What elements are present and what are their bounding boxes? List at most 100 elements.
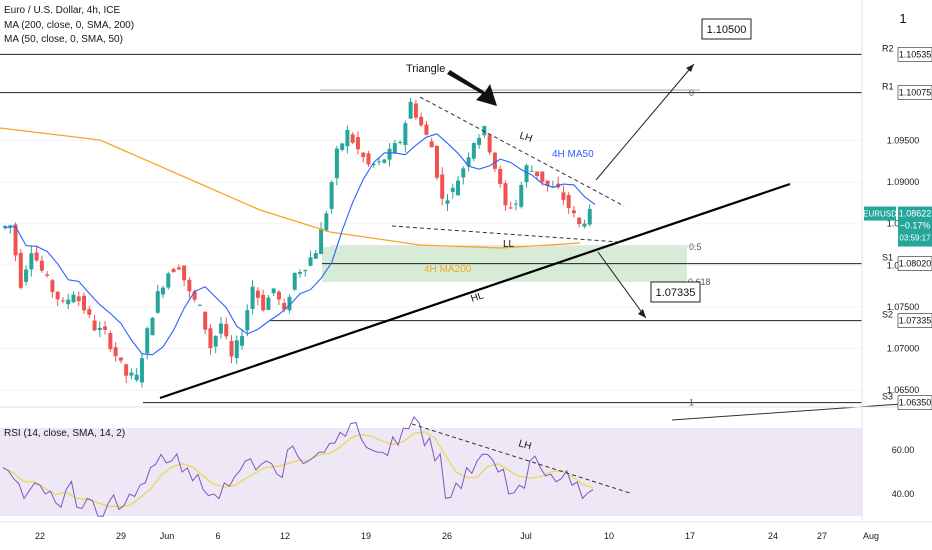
candle-body[interactable] <box>87 309 91 315</box>
candle-body[interactable] <box>414 103 418 117</box>
candle-body[interactable] <box>35 252 39 260</box>
candle-body[interactable] <box>208 328 212 348</box>
candle-body[interactable] <box>588 209 592 225</box>
candle-body[interactable] <box>540 172 544 182</box>
candle-body[interactable] <box>198 305 202 306</box>
candle-body[interactable] <box>214 336 218 347</box>
candle-body[interactable] <box>135 375 139 380</box>
candle-body[interactable] <box>256 291 260 298</box>
candle-body[interactable] <box>77 296 81 301</box>
ma200-legend[interactable]: MA (200, close, 0, SMA, 200) <box>4 20 134 31</box>
candle-body[interactable] <box>293 273 297 290</box>
candle-body[interactable] <box>503 183 507 205</box>
candle-body[interactable] <box>530 171 534 172</box>
candle-body[interactable] <box>151 318 155 335</box>
candle-body[interactable] <box>19 253 23 288</box>
candle-body[interactable] <box>230 341 234 356</box>
candle-body[interactable] <box>219 324 223 334</box>
candle-body[interactable] <box>108 333 112 349</box>
candle-body[interactable] <box>366 153 370 164</box>
candle-body[interactable] <box>45 274 49 275</box>
candle-body[interactable] <box>182 266 186 281</box>
candle-body[interactable] <box>240 336 244 346</box>
candle-body[interactable] <box>561 192 565 199</box>
candle-body[interactable] <box>277 292 281 300</box>
rsi-legend[interactable]: RSI (14, close, SMA, 14, 2) <box>4 428 125 439</box>
candle-body[interactable] <box>330 182 334 209</box>
candle-body[interactable] <box>351 134 355 142</box>
candle-body[interactable] <box>388 149 392 160</box>
candle-body[interactable] <box>514 204 518 205</box>
candle-body[interactable] <box>472 143 476 159</box>
candle-body[interactable] <box>335 149 339 179</box>
candle-body[interactable] <box>66 300 70 305</box>
candle-body[interactable] <box>493 153 497 169</box>
candle-body[interactable] <box>356 137 360 149</box>
ma200-line[interactable] <box>0 128 580 248</box>
candle-body[interactable] <box>272 288 276 293</box>
candle-body[interactable] <box>50 280 54 292</box>
candle-body[interactable] <box>166 273 170 287</box>
candle-body[interactable] <box>525 165 529 182</box>
candle-body[interactable] <box>440 174 444 198</box>
candle-body[interactable] <box>567 195 571 208</box>
long-trendline-stub[interactable] <box>672 402 930 420</box>
candle-body[interactable] <box>582 224 586 227</box>
candle-body[interactable] <box>398 142 402 143</box>
candle-body[interactable] <box>519 185 523 207</box>
candle-body[interactable] <box>488 135 492 153</box>
candle-body[interactable] <box>319 228 323 254</box>
target-up-arrow[interactable] <box>596 64 694 180</box>
candle-body[interactable] <box>129 373 133 376</box>
candle-body[interactable] <box>430 141 434 147</box>
candle-body[interactable] <box>424 125 428 135</box>
candle-body[interactable] <box>509 207 513 208</box>
candle-body[interactable] <box>435 146 439 178</box>
candle-body[interactable] <box>446 200 450 203</box>
candle-body[interactable] <box>114 347 118 356</box>
candle-body[interactable] <box>393 143 397 153</box>
candle-body[interactable] <box>314 253 318 259</box>
candle-body[interactable] <box>61 300 65 301</box>
candle-body[interactable] <box>498 169 502 184</box>
candle-body[interactable] <box>456 181 460 196</box>
candle-body[interactable] <box>419 117 423 125</box>
candle-body[interactable] <box>409 102 413 119</box>
candle-body[interactable] <box>340 143 344 150</box>
candle-body[interactable] <box>245 310 249 330</box>
candle-body[interactable] <box>56 292 60 300</box>
candle-body[interactable] <box>29 253 33 269</box>
candle-body[interactable] <box>224 324 228 336</box>
candle-body[interactable] <box>345 130 349 146</box>
candle-body[interactable] <box>251 287 255 309</box>
candle-body[interactable] <box>377 161 381 162</box>
candle-body[interactable] <box>461 168 465 177</box>
candle-body[interactable] <box>235 340 239 358</box>
candle-body[interactable] <box>172 269 176 272</box>
candle-body[interactable] <box>177 267 181 269</box>
candle-body[interactable] <box>261 295 265 310</box>
candle-body[interactable] <box>309 257 313 265</box>
ma50-legend[interactable]: MA (50, close, 0, SMA, 50) <box>4 34 123 45</box>
candle-body[interactable] <box>119 357 123 360</box>
candle-body[interactable] <box>140 358 144 382</box>
candle-body[interactable] <box>24 270 28 282</box>
candle-body[interactable] <box>161 288 165 295</box>
candle-body[interactable] <box>187 280 191 291</box>
candle-body[interactable] <box>303 270 307 271</box>
candle-body[interactable] <box>145 328 149 353</box>
candle-body[interactable] <box>156 291 160 313</box>
candle-body[interactable] <box>535 171 539 175</box>
candle-body[interactable] <box>98 328 102 330</box>
candle-body[interactable] <box>403 123 407 145</box>
candle-body[interactable] <box>266 297 270 309</box>
candle-body[interactable] <box>577 218 581 224</box>
candle-body[interactable] <box>71 295 75 303</box>
candle-body[interactable] <box>451 188 455 192</box>
candle-body[interactable] <box>298 272 302 274</box>
candle-body[interactable] <box>572 210 576 213</box>
candle-body[interactable] <box>103 326 107 330</box>
candle-body[interactable] <box>477 138 481 145</box>
candle-body[interactable] <box>124 364 128 375</box>
